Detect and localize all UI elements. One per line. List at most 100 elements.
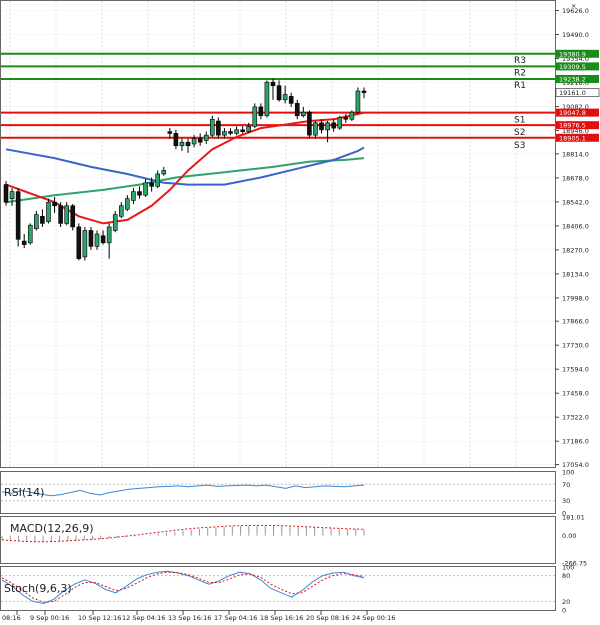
x-tick-label: 13 Sep 16:16 <box>168 614 211 622</box>
x-tick-label: 20 Sep 08:16 <box>306 614 349 622</box>
candle-down <box>288 96 294 104</box>
x-tick-label: 18 Sep 16:16 <box>260 614 303 622</box>
price-tags: 19380.9 19309.5 19238.2 19047.8 18976.5 18905… <box>555 49 600 142</box>
candle-down <box>88 230 94 247</box>
stoch-tick-label: 80 <box>562 572 570 580</box>
candlesticks <box>3 78 367 261</box>
candle-up <box>64 205 69 224</box>
rsi-tick-label: 70 <box>562 481 570 489</box>
x-tick-label: 08:16 <box>2 614 21 622</box>
candle-down <box>3 184 9 203</box>
y-tick-label: 17866.0 <box>562 318 589 326</box>
y-tick-label: 17998.0 <box>562 294 589 302</box>
x-tick-label: 10 Sep 12:16 <box>78 614 121 622</box>
candle-up <box>264 81 270 117</box>
candle-up <box>155 173 160 187</box>
y-tick-label: 18814.0 <box>562 150 589 158</box>
candle-down <box>343 117 349 120</box>
y-tick-label: 18134.0 <box>562 270 589 278</box>
y-tick-label: 19354.0 <box>562 55 589 63</box>
candle-up <box>94 233 100 247</box>
rsi-panel-frame <box>0 471 556 514</box>
rsi-panel: 100 70 30 0 RSI(14) <box>1 469 574 518</box>
level-name-s1: S1 <box>514 116 525 126</box>
level-name-r3: R3 <box>514 56 526 66</box>
candle-down <box>58 205 63 224</box>
macd-label: MACD(12,26,9) <box>10 522 94 535</box>
price-tag-bg <box>556 74 599 83</box>
price-tag-r2: 19309.5 <box>559 63 586 71</box>
candle-up <box>325 122 330 131</box>
y-tick-label: 18270.0 <box>562 246 589 254</box>
candle-up <box>179 141 185 147</box>
pivot-levels: R3 R2 R1 S1 S2 S3 <box>1 52 555 151</box>
macd-tick-label: 181.01 <box>562 514 585 522</box>
price-tag-s2: 18976.5 <box>559 122 586 130</box>
macd-panel: 181.01 0.00 -266.75 MACD(12,26,9) <box>1 514 587 568</box>
candle-down <box>52 201 57 207</box>
y-tick-label: 18678.0 <box>562 174 589 182</box>
candle-up <box>9 191 15 199</box>
price-tag-s1: 19047.8 <box>559 109 586 117</box>
rsi-tick-label: 0 <box>562 510 566 518</box>
candle-up <box>112 214 118 231</box>
rsi-tick-label: 30 <box>562 497 570 505</box>
y-tick-label: 17186.0 <box>562 438 589 446</box>
candle-up <box>301 111 306 117</box>
candle-down <box>228 131 233 134</box>
candle-up <box>252 106 258 127</box>
candle-down <box>167 131 173 134</box>
y-tick-label: 19082.0 <box>562 103 589 111</box>
level-name-s2: S2 <box>514 128 525 138</box>
close-icon[interactable]: × <box>571 2 576 10</box>
stoch-tick-label: 0 <box>562 607 566 615</box>
candle-down <box>216 120 221 136</box>
candle-up <box>191 138 197 145</box>
x-tick-label: 17 Sep 04:16 <box>214 614 257 622</box>
candle-up <box>337 117 343 129</box>
macd-panel-frame <box>0 516 556 564</box>
y-tick-label: 18542.0 <box>562 198 589 206</box>
y-tick-label: 17458.0 <box>562 390 589 398</box>
stoch-label: Stoch(9,6,3) <box>4 582 72 595</box>
price-tag-bg <box>556 133 599 142</box>
x-tick-label: 12 Sep 04:16 <box>122 614 165 622</box>
candle-up <box>210 118 215 136</box>
candle-up <box>118 205 124 217</box>
price-tag-bg <box>556 121 599 130</box>
price-tag-r3: 19380.9 <box>559 50 586 58</box>
candle-down <box>173 133 179 147</box>
candle-down <box>270 81 276 87</box>
macd-signal-line <box>1 524 365 543</box>
main-plot-frame <box>0 0 556 468</box>
candle-up <box>143 182 148 196</box>
candle-down <box>40 216 45 224</box>
candle-up <box>27 224 33 244</box>
candle-up <box>349 111 355 120</box>
candle-down <box>185 141 191 147</box>
level-name-r2: R2 <box>514 68 526 78</box>
y-tick-label: 19626.0 <box>562 7 589 15</box>
x-tick-label: 9 Sep 00:16 <box>30 614 69 622</box>
candle-down <box>331 122 336 129</box>
y-tick-label: 19490.0 <box>562 31 589 39</box>
y-tick-label: 18406.0 <box>562 222 589 230</box>
candle-down <box>307 111 312 136</box>
y-axis-ticks: 19626.0 19490.0 19354.0 19218.0 19082.0 18946… <box>555 7 589 469</box>
x-tick-label: 24 Sep 00:16 <box>352 614 395 622</box>
candle-up <box>234 129 239 134</box>
rsi-tick-label: 100 <box>562 469 574 477</box>
current-price-bg <box>555 88 600 97</box>
price-tag-r1: 19238.2 <box>559 75 586 83</box>
y-tick-label: 17730.0 <box>562 342 589 350</box>
ma-blue-line <box>5 146 365 186</box>
candle-down <box>137 191 142 196</box>
stoch-tick-label: 20 <box>562 598 570 606</box>
candle-up <box>246 126 252 132</box>
y-tick-label: 19218.0 <box>562 79 589 87</box>
candle-down <box>319 122 324 131</box>
y-tick-label: 17322.0 <box>562 414 589 422</box>
y-tick-label: 17594.0 <box>562 366 589 374</box>
candle-up <box>161 170 167 175</box>
